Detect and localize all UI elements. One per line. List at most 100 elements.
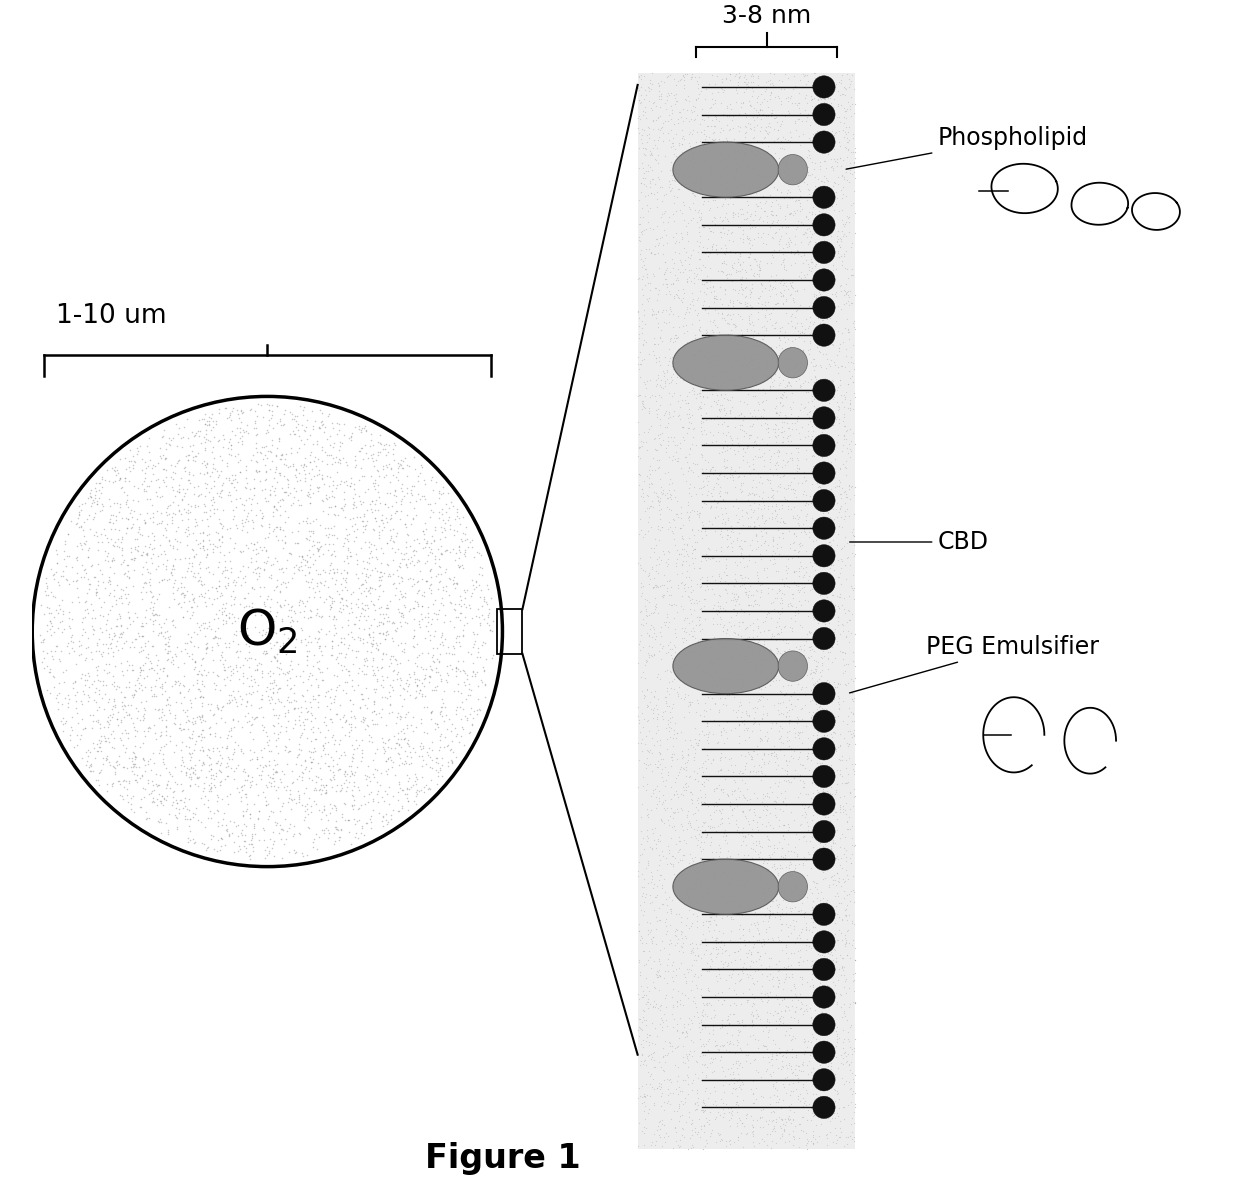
Point: [711, 541, 730, 560]
Point: [139, 429, 159, 448]
Point: [836, 861, 856, 880]
Point: [681, 790, 701, 809]
Point: [805, 466, 825, 485]
Point: [735, 646, 755, 665]
Point: [244, 815, 264, 834]
Point: [794, 172, 813, 191]
Point: [123, 786, 143, 805]
Point: [661, 829, 681, 848]
Point: [260, 767, 280, 786]
Point: [680, 1128, 699, 1147]
Point: [713, 924, 733, 942]
Point: [365, 580, 384, 599]
Point: [801, 1045, 821, 1064]
Point: [671, 224, 691, 243]
Point: [415, 475, 435, 494]
Point: [337, 549, 357, 568]
Point: [823, 832, 843, 851]
Point: [707, 733, 727, 752]
Point: [645, 818, 665, 837]
Point: [749, 288, 769, 307]
Point: [474, 610, 494, 629]
Point: [768, 456, 787, 475]
Point: [193, 451, 213, 470]
Point: [673, 427, 693, 446]
Point: [811, 538, 831, 556]
Point: [325, 731, 345, 749]
Point: [775, 849, 795, 868]
Point: [242, 824, 262, 843]
Point: [370, 586, 389, 605]
Point: [113, 772, 133, 791]
Point: [765, 143, 785, 162]
Point: [730, 482, 750, 501]
Point: [136, 803, 156, 822]
Point: [210, 629, 229, 648]
Point: [755, 384, 775, 403]
Point: [751, 680, 771, 699]
Point: [244, 469, 264, 488]
Point: [637, 644, 657, 663]
Point: [72, 749, 92, 768]
Point: [630, 94, 650, 112]
Point: [708, 933, 728, 952]
Point: [821, 480, 841, 498]
Point: [647, 139, 667, 157]
Point: [724, 982, 744, 1000]
Point: [825, 803, 844, 822]
Point: [774, 890, 794, 909]
Point: [187, 664, 207, 683]
Point: [712, 385, 732, 404]
Point: [634, 1008, 653, 1027]
Point: [808, 633, 828, 652]
Point: [723, 600, 743, 619]
Point: [649, 1117, 668, 1135]
Point: [699, 221, 719, 240]
Point: [670, 438, 689, 457]
Point: [737, 226, 756, 245]
Point: [687, 642, 707, 661]
Point: [312, 451, 332, 470]
Point: [773, 1047, 792, 1066]
Point: [58, 690, 78, 709]
Point: [813, 1063, 833, 1082]
Point: [838, 435, 858, 453]
Point: [734, 67, 754, 86]
Point: [215, 770, 234, 789]
Point: [632, 207, 652, 226]
Point: [836, 800, 856, 819]
Point: [655, 371, 675, 390]
Point: [254, 538, 274, 556]
Point: [729, 365, 749, 384]
Point: [326, 704, 346, 723]
Point: [186, 761, 206, 780]
Point: [630, 641, 650, 659]
Point: [781, 480, 801, 498]
Point: [104, 581, 124, 600]
Point: [420, 561, 440, 580]
Point: [779, 731, 799, 749]
Point: [272, 612, 291, 631]
Point: [652, 117, 672, 136]
Point: [672, 573, 692, 592]
Point: [642, 701, 662, 720]
Point: [420, 747, 440, 766]
Point: [758, 497, 777, 516]
Point: [647, 374, 667, 393]
Point: [291, 561, 311, 580]
Point: [353, 449, 373, 468]
Point: [768, 624, 787, 643]
Point: [218, 686, 238, 704]
Point: [315, 575, 335, 594]
Point: [139, 443, 159, 462]
Point: [630, 1010, 650, 1029]
Point: [748, 76, 768, 95]
Point: [800, 553, 820, 572]
Point: [226, 516, 246, 535]
Point: [789, 212, 808, 231]
Point: [635, 168, 655, 187]
Point: [665, 713, 684, 732]
Point: [320, 534, 340, 553]
Point: [765, 88, 785, 107]
Point: [632, 134, 652, 153]
